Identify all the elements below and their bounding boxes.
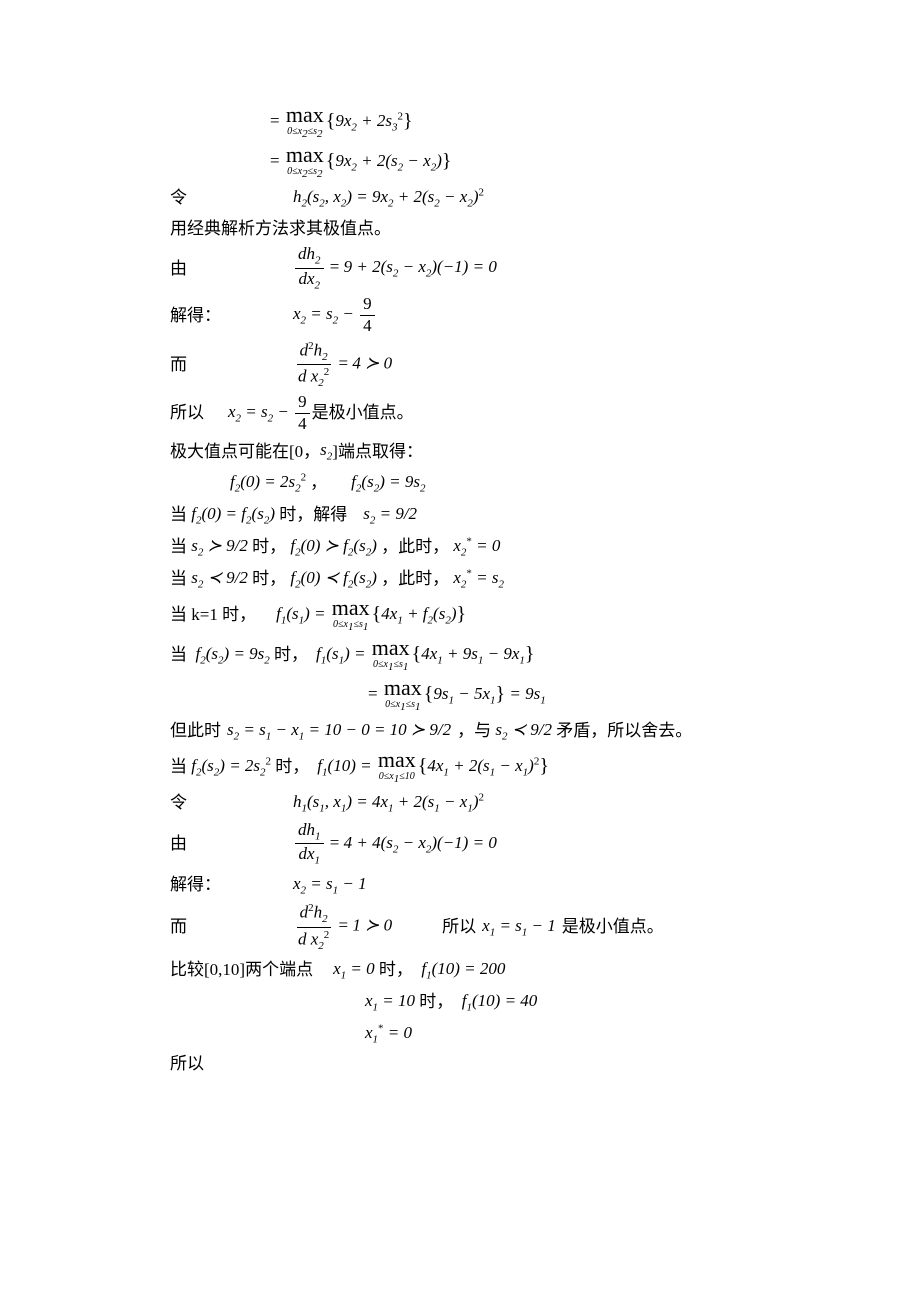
row-eq15: 但此时 s2 = s1 − x1 = 10 − 0 = 10 ≻ 9/2 ，与 … (170, 717, 750, 745)
row-eq22: x1 = 10 时， f1(10) = 40 (170, 988, 750, 1016)
eq3: h2(s2, x2) = 9x2 + 2(s2 − x2)2 (228, 184, 484, 212)
eq-line-2: = max0≤x2≤s2{9x2 + 2(s2 − x2)} (170, 144, 750, 180)
row-compare: 比较[0,10]两个端点 x1 = 0 时， f1(10) = 200 (170, 956, 750, 984)
eq2: = max0≤x2≤s2{9x2 + 2(s2 − x2)} (270, 144, 451, 180)
row-er1: 而 d2h2d x22 = 4 ≻ 0 (170, 340, 750, 389)
eq6: d2h2d x22 = 4 ≻ 0 (228, 340, 392, 389)
eq-line-1: = max0≤x2≤s2{9x2 + 2s32} (170, 104, 750, 140)
row-ling2: 令 h1(s1, x1) = 4x1 + 2(s1 − x1)2 (170, 789, 750, 817)
row-you2: 由 dh1dx1 = 4 + 4(s2 − x2)(−1) = 0 (170, 821, 750, 867)
eq5: x2 = s2 − 94 (228, 295, 377, 335)
row-eq16: 当 f2(s2) = 2s22 时， f1(10) = max0≤x1≤10{4… (170, 749, 750, 785)
row-eq11: 当 s2 ≺ 9/2 时， f2(0) ≺ f2(s2) ，此时， x2* = … (170, 565, 750, 593)
eq7: x2 = s2 − 94 (228, 393, 312, 433)
text-classical: 用经典解析方法求其极值点。 (170, 216, 750, 242)
row-eq23: x1* = 0 (170, 1020, 750, 1048)
label-ling: 令 (170, 185, 228, 211)
row-k1: 当 k=1 时， f1(s1) = max0≤x1≤s1{4x1 + f2(s2… (170, 597, 750, 633)
row-eq14: = max0≤x1≤s1{9s1 − 5x1} = 9s1 (170, 677, 750, 713)
row-ling: 令 h2(s2, x2) = 9x2 + 2(s2 − x2)2 (170, 184, 750, 212)
eq4: dh2dx2 = 9 + 2(s2 − x2)(−1) = 0 (228, 245, 497, 291)
row-eq8: f2(0) = 2s22 ， f2(s2) = 9s2 (170, 469, 750, 497)
row-er2: 而 d2h2d x22 = 1 ≻ 0 所以 x1 = s1 − 1 是极小值点… (170, 902, 750, 951)
row-jiedei1: 解得： x2 = s2 − 94 (170, 295, 750, 335)
row-suoyi1: 所以 x2 = s2 − 94 是极小值点。 (170, 393, 750, 433)
row-maxline: 极大值点可能在[0， s2 ]端点取得： (170, 437, 750, 465)
row-final: 所以 (170, 1051, 750, 1077)
row-eq13: 当 f2(s2) = 9s2 时， f1(s1) = max0≤x1≤s1{4x… (170, 637, 750, 673)
row-you1: 由 dh2dx2 = 9 + 2(s2 − x2)(−1) = 0 (170, 245, 750, 291)
eq1: = max0≤x2≤s2{9x2 + 2s32} (270, 104, 413, 140)
row-jiedei2: 解得： x2 = s1 − 1 (170, 871, 750, 899)
row-eq9: 当 f2(0) = f2(s2) 时，解得 s2 = 9/2 (170, 501, 750, 529)
row-eq10: 当 s2 ≻ 9/2 时， f2(0) ≻ f2(s2) ，此时， x2* = … (170, 533, 750, 561)
